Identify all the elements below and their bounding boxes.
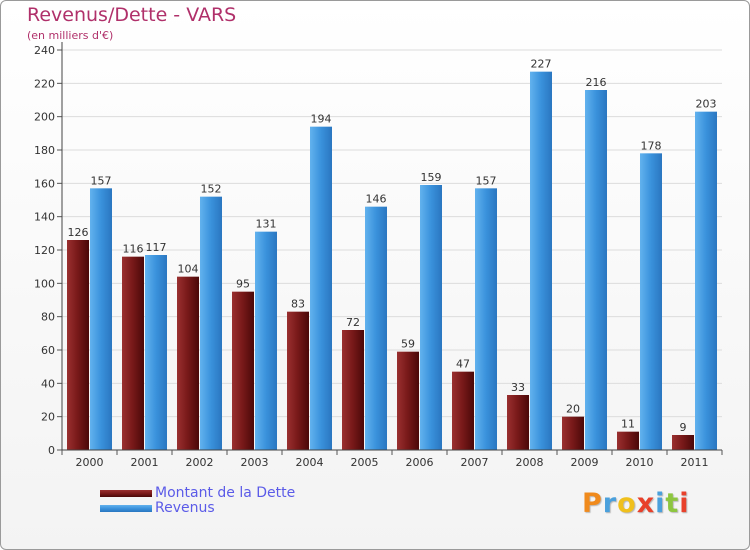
data-label-debt: 9 <box>680 421 687 434</box>
x-tick-label: 2001 <box>131 456 159 469</box>
grid-layer <box>62 49 722 451</box>
bar-revenus <box>90 188 112 451</box>
x-tick-label: 2004 <box>296 456 324 469</box>
data-label-revenus: 146 <box>366 193 387 206</box>
data-label-debt: 11 <box>621 418 635 431</box>
bar-revenus <box>255 231 277 450</box>
x-tick-label: 2011 <box>681 456 709 469</box>
bar-revenus <box>310 126 332 451</box>
data-label-debt: 59 <box>401 338 415 351</box>
bar-revenus <box>200 196 222 450</box>
bar-debt <box>177 276 199 450</box>
data-label-debt: 95 <box>236 278 250 291</box>
bar-debt <box>507 395 529 450</box>
data-label-debt: 72 <box>346 316 360 329</box>
bar-debt <box>67 240 89 450</box>
y-tick-label: 120 <box>34 244 55 257</box>
y-tick-label: 200 <box>34 111 55 124</box>
x-tick-label: 2000 <box>76 456 104 469</box>
bar-debt <box>232 291 254 450</box>
bar-revenus <box>145 255 167 450</box>
chart-subtitle: (en milliers d'€) <box>27 29 114 42</box>
y-tick-label: 20 <box>41 411 55 424</box>
y-tick-label: 0 <box>48 444 55 457</box>
bar-revenus <box>475 188 497 451</box>
data-label-debt: 104 <box>178 263 199 276</box>
bar-revenus <box>585 90 607 450</box>
chart-title: Revenus/Dette - VARS <box>27 4 237 26</box>
x-tick-label: 2002 <box>186 456 214 469</box>
data-label-revenus: 117 <box>146 241 167 254</box>
bar-debt <box>452 371 474 450</box>
bar-debt <box>562 416 584 450</box>
y-tick-label: 80 <box>41 311 55 324</box>
y-tick-label: 40 <box>41 377 55 390</box>
x-tick-label: 2008 <box>516 456 544 469</box>
y-tick-label: 60 <box>41 344 55 357</box>
x-tick-label: 2003 <box>241 456 269 469</box>
data-label-debt: 83 <box>291 298 305 311</box>
data-label-revenus: 131 <box>256 218 277 231</box>
legend-swatch-revenus <box>100 505 152 512</box>
y-tick-label: 160 <box>34 177 55 190</box>
data-label-revenus: 216 <box>586 76 607 89</box>
legend-label-revenus: Revenus <box>155 500 215 516</box>
bar-debt <box>397 351 419 450</box>
bar-revenus <box>640 153 662 451</box>
data-label-debt: 47 <box>456 358 470 371</box>
data-label-revenus: 157 <box>91 174 112 187</box>
data-label-debt: 116 <box>123 243 144 256</box>
bar-revenus <box>420 185 442 450</box>
bar-debt <box>122 256 144 450</box>
x-tick-label: 2006 <box>406 456 434 469</box>
data-label-debt: 126 <box>68 226 89 239</box>
bars-layer <box>67 71 717 451</box>
x-tick-label: 2010 <box>626 456 654 469</box>
data-label-revenus: 159 <box>421 171 442 184</box>
data-label-debt: 33 <box>511 381 525 394</box>
data-label-revenus: 157 <box>476 174 497 187</box>
legend-label-debt: Montant de la Dette <box>155 485 296 501</box>
y-tick-label: 100 <box>34 277 55 290</box>
y-tick-label: 180 <box>34 144 55 157</box>
bar-debt <box>672 435 694 450</box>
data-label-revenus: 227 <box>531 58 552 71</box>
bar-revenus <box>695 111 717 451</box>
bar-debt <box>287 311 309 450</box>
y-tick-label: 140 <box>34 211 55 224</box>
bar-debt <box>342 330 364 450</box>
labels-layer: 126 157 116 117 104 152 95 131 83 194 72 146 59 159 47… <box>68 58 717 434</box>
legend-swatch-debt <box>100 490 152 497</box>
data-label-debt: 20 <box>566 403 580 416</box>
bar-revenus <box>365 206 387 450</box>
bar-revenus <box>530 71 552 451</box>
proxiti-logo: Proxiti <box>582 488 690 519</box>
y-tick-label: 220 <box>34 77 55 90</box>
y-tick-label: 240 <box>34 44 55 57</box>
x-tick-label: 2009 <box>571 456 599 469</box>
data-label-revenus: 178 <box>641 139 662 152</box>
data-label-revenus: 203 <box>696 98 717 111</box>
bar-debt <box>617 431 639 450</box>
x-tick-label: 2007 <box>461 456 489 469</box>
data-label-revenus: 152 <box>201 183 222 196</box>
x-tick-label: 2005 <box>351 456 379 469</box>
data-label-revenus: 194 <box>311 113 332 126</box>
